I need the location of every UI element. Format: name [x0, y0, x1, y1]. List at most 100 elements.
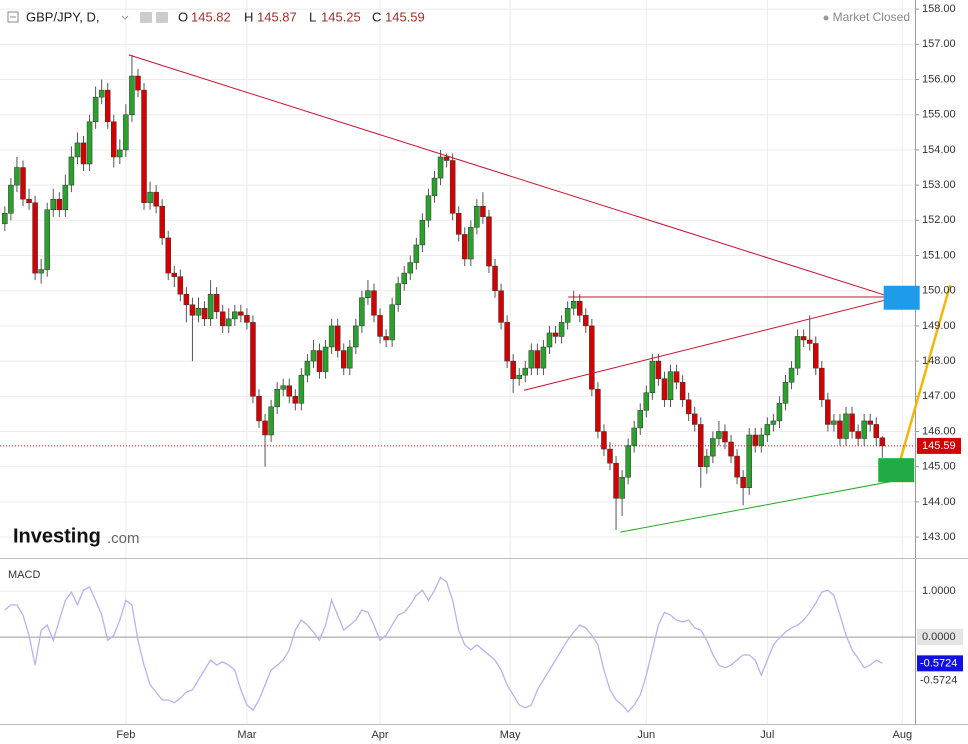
ohlc-value: 145.25 [321, 9, 361, 24]
candle-body [371, 290, 377, 316]
candle-body [558, 322, 565, 337]
candle-body [256, 396, 262, 422]
y-tick-label: 147.00 [922, 390, 956, 402]
candle-body [849, 413, 855, 432]
candle-body [32, 202, 38, 274]
y-tick-label: 146.00 [922, 425, 956, 437]
macd-value-box [917, 655, 963, 672]
candle-body [238, 311, 244, 316]
drawings [0, 54, 952, 533]
candle-body [377, 315, 383, 337]
candle-body [449, 160, 456, 214]
candle-body [643, 392, 650, 411]
brand-suffix: .com [107, 530, 140, 547]
candle-body [2, 213, 8, 225]
y-tick-label: 152.00 [922, 214, 956, 226]
y-tick-label: 157.00 [922, 38, 956, 50]
candle-body [528, 350, 535, 369]
candle-body [407, 262, 414, 274]
candle-body [92, 96, 99, 123]
candle-body [843, 413, 849, 439]
candle-body [347, 346, 353, 369]
candle-body [691, 413, 698, 425]
candle-body [304, 360, 311, 376]
status-dot [823, 15, 829, 21]
candle-body [607, 448, 613, 464]
y-tick-label: 155.00 [922, 109, 956, 121]
candle-body [879, 437, 886, 447]
candle-body [50, 198, 57, 211]
macd-value-text: -0.5724 [920, 674, 957, 686]
candle-body [8, 184, 14, 214]
candle-body [98, 89, 105, 98]
highlight-box [883, 285, 920, 310]
toggle-icon[interactable] [7, 11, 19, 23]
candle-body [437, 156, 444, 179]
candle-body [522, 367, 529, 376]
candle-body [298, 374, 305, 404]
market-status: Market Closed [833, 10, 910, 24]
x-tick-label: Jun [637, 729, 655, 741]
candle-body [268, 406, 274, 436]
candle-body [455, 213, 462, 235]
candle-body [226, 318, 232, 327]
candle-body [177, 276, 184, 295]
y-tick-label: 154.00 [922, 144, 956, 156]
macd-title: MACD [8, 569, 40, 581]
x-tick-label: Mar [237, 729, 256, 741]
candle-body [213, 293, 220, 313]
candle-body [123, 114, 129, 151]
trend-line [620, 480, 894, 533]
macd-value-label: -0.5724 [920, 657, 957, 669]
trend-line [896, 284, 952, 469]
candle-body [764, 424, 771, 436]
candle-body [431, 177, 438, 196]
settings-icon[interactable] [140, 12, 152, 23]
candle-body [74, 142, 81, 158]
candle-body [274, 388, 280, 408]
candle-body [135, 75, 141, 91]
candle-body [262, 420, 268, 436]
candle-body [625, 445, 631, 478]
candle-body [413, 244, 420, 263]
y-tick-label: 156.00 [922, 73, 956, 85]
candle-body [129, 75, 135, 115]
candle-body [540, 346, 547, 369]
candle-body [334, 325, 341, 351]
candle-body [38, 269, 44, 274]
y-tick-label: 145.00 [922, 461, 956, 473]
candle-body [825, 399, 831, 425]
x-tick-label: Jul [760, 729, 774, 741]
candle-body [516, 374, 522, 379]
candle-body [649, 360, 656, 394]
candle-body [855, 431, 861, 439]
y-tick-label: 144.00 [922, 496, 956, 508]
close-icon[interactable] [156, 12, 168, 23]
y-tick-label: 151.00 [922, 249, 956, 261]
candle-body [589, 325, 595, 390]
candle-body [14, 167, 20, 186]
x-tick-label: May [500, 729, 521, 741]
macd-panel [0, 576, 915, 713]
dropdown-icon[interactable] [121, 15, 129, 20]
candle-body [68, 156, 75, 186]
candle-body [776, 403, 783, 422]
candle-body [752, 434, 758, 446]
candle-body [480, 205, 486, 218]
candle-body [758, 434, 765, 446]
candle-body [613, 462, 619, 499]
macd-tick-label: 1.0000 [922, 585, 956, 597]
y-tick-label: 148.00 [922, 355, 956, 367]
candle-body [788, 367, 795, 383]
candle-body [141, 89, 147, 203]
candle-body [340, 350, 347, 369]
candle-body [740, 476, 746, 489]
chart-title: GBP/JPY, D, [26, 9, 99, 24]
candle-body [165, 237, 171, 274]
candle-body [280, 385, 286, 390]
candle-body [595, 388, 601, 432]
candle-body [873, 424, 880, 439]
candle-body [813, 343, 819, 369]
candle-body [44, 209, 50, 270]
